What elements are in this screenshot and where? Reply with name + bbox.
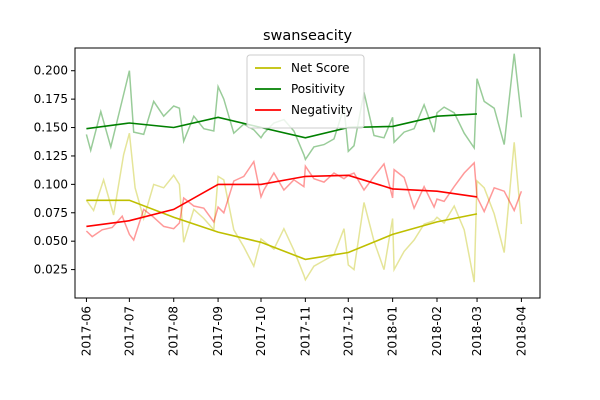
- legend: Net Score Positivity Negativity: [246, 54, 365, 129]
- y-tick-label: 0.200: [34, 64, 68, 78]
- series-line-net-score: [86, 199, 478, 261]
- trend-series-layer: [86, 113, 478, 261]
- y-tick-label: 0.100: [34, 177, 68, 191]
- y-tick-label: 0.025: [34, 263, 68, 277]
- chart-title: swanseacity: [263, 28, 353, 44]
- legend-label: Positivity: [291, 82, 345, 96]
- y-tick-label: 0.050: [34, 234, 68, 248]
- x-tick-label: 2018-03: [470, 306, 484, 356]
- legend-label: Net Score: [291, 61, 350, 75]
- x-tick-label: 2017-12: [341, 306, 355, 356]
- y-tick-label: 0.125: [34, 149, 68, 163]
- raw-series-line-1: [85, 53, 523, 162]
- y-tick-label: 0.075: [34, 206, 68, 220]
- y-tick-label: 0.175: [34, 92, 68, 106]
- x-tick-label: 2017-07: [122, 306, 136, 356]
- y-tick-label: 0.150: [34, 121, 68, 135]
- plot-frame: [74, 47, 541, 299]
- x-axis: 2017-06 2017-07 2017-08 2017-09 2017-10 2017-…: [79, 298, 528, 356]
- legend-label: Negativity: [291, 103, 353, 117]
- x-tick-label: 2017-09: [211, 306, 225, 356]
- x-tick-label: 2017-06: [79, 306, 93, 356]
- series-line-positivity: [86, 113, 478, 139]
- raw-series-line-2: [85, 159, 523, 242]
- x-tick-label: 2017-08: [167, 306, 181, 356]
- y-axis: 0.025 0.050 0.075 0.100 0.125 0.150 0.175 0.200: [34, 64, 75, 277]
- x-tick-label: 2018-01: [386, 306, 400, 356]
- series-line-negativity: [86, 174, 478, 228]
- x-tick-label: 2018-02: [430, 306, 444, 356]
- x-tick-label: 2017-10: [254, 306, 268, 356]
- x-tick-label: 2018-04: [514, 306, 528, 356]
- x-tick-label: 2017-11: [298, 306, 312, 356]
